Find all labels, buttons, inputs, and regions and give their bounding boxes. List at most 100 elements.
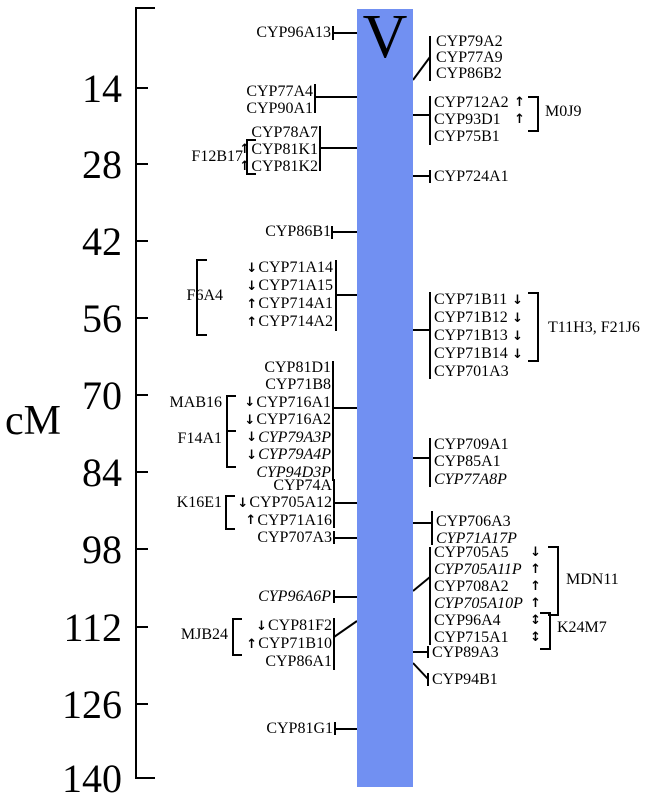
up-arrow-icon: ↑ <box>530 579 541 594</box>
gene-group-cyp96a6p: CYP96A6P <box>258 588 331 606</box>
gene-row: CYP86B1 <box>265 223 331 241</box>
gene-label: CYP81D1 <box>264 358 331 376</box>
gene-label: CYP714A2 <box>258 313 333 330</box>
ruler-tick-label: 56 <box>82 296 122 341</box>
clone-bracket-f6a4 <box>196 259 207 336</box>
gene-label: CYP81G1 <box>266 719 333 737</box>
gene-row: ↓ CYP71A15 <box>245 277 333 295</box>
gene-group-mdn11-k24m7: CYP705A5 ↓ CYP705A11P ↑ CYP708A2 ↑ CYP705A10P ↑… <box>434 544 542 646</box>
chromosome-name: V <box>362 3 408 71</box>
clone-bracket-k24m7 <box>540 612 551 650</box>
gene-row: CYP81D1 <box>243 359 331 377</box>
gene-label: CYP94D3P <box>256 463 331 481</box>
up-arrow-icon: ↑ <box>530 562 541 577</box>
gene-row: ↓ CYP79A3P <box>243 429 331 447</box>
gene-row: CYP78A7 <box>238 124 318 141</box>
clone-bracket-f14a1 <box>226 430 236 468</box>
gene-label: CYP708A2 <box>434 577 509 595</box>
gene-label: CYP77A8P <box>434 470 507 488</box>
gene-group-cyp707a3: CYP707A3 <box>257 529 332 547</box>
up-arrow-icon: ↑ <box>246 314 258 330</box>
clone-label-m0j9: M0J9 <box>545 103 582 120</box>
gene-row: CYP81G1 <box>266 720 333 738</box>
gene-label: CYP96A4 <box>434 611 501 629</box>
gene-row: ↓ CYP716A1 <box>243 394 331 412</box>
gene-label: CYP71B13 <box>434 327 508 344</box>
gene-row: CYP724A1 <box>434 168 509 186</box>
gene-label: CYP77A4 <box>246 82 313 100</box>
gene-label: CYP79A3P <box>258 428 331 446</box>
gene-label: CYP96A13 <box>256 23 331 41</box>
gene-row: CYP77A9 <box>436 49 503 66</box>
clone-label-k16e1: K16E1 <box>176 494 222 511</box>
gene-group-cyp706a3: CYP706A3 CYP71A17P <box>436 513 517 548</box>
gene-row: CYP86B2 <box>436 65 503 82</box>
ruler-lines <box>135 7 155 779</box>
up-arrow-icon: ↑ <box>239 142 251 157</box>
gene-row: ↑ CYP714A2 <box>245 313 333 331</box>
down-arrow-icon: ↓ <box>246 260 258 276</box>
gene-label: CYP79A2 <box>436 33 503 50</box>
gene-row: ↓ CYP79A4P <box>243 446 331 465</box>
right-connector-lines <box>413 36 433 686</box>
clone-bracket-k16e1 <box>225 495 235 530</box>
down-arrow-icon: ↓ <box>256 618 267 634</box>
up-down-arrow-icon: ↕ <box>530 630 541 645</box>
clone-bracket-mdn11 <box>548 546 559 616</box>
ruler-tick-label: 14 <box>82 66 122 111</box>
ruler-tick-label: 42 <box>82 219 122 264</box>
gene-group-mab16-f14a1: CYP81D1 CYP71B8 ↓ CYP716A1 ↓ CYP716A2 ↓ CYP79A3… <box>243 359 331 482</box>
gene-row: CYP93D1 ↑ <box>434 111 526 128</box>
gene-label: CYP79A4P <box>258 446 331 464</box>
gene-row: CYP96A4 ↕ <box>434 612 542 629</box>
left-connector-lines <box>314 26 357 735</box>
gene-group-m0j9: CYP712A2 ↑ CYP93D1 ↑ CYP75B1 <box>434 94 526 145</box>
gene-label: CYP705A5 <box>434 543 509 561</box>
down-arrow-icon: ↓ <box>512 346 523 362</box>
gene-row: CYP71B12 ↓ <box>434 309 524 327</box>
gene-label: CYP716A1 <box>256 393 331 411</box>
gene-label: CYP705A11P <box>434 560 522 578</box>
gene-label: CYP716A2 <box>256 411 331 429</box>
gene-row: CYP706A3 <box>436 513 517 531</box>
up-arrow-icon: ↑ <box>245 513 257 529</box>
gene-row: CYP96A13 <box>256 24 331 42</box>
gene-label: CYP71A15 <box>258 277 333 294</box>
gene-row: CYP94B1 <box>432 671 498 689</box>
clone-label-f6a4: F6A4 <box>186 287 223 304</box>
gene-row: CYP86A1 <box>245 653 332 671</box>
ruler-tick-label: 126 <box>62 682 122 727</box>
gene-label: CYP89A3 <box>432 643 499 661</box>
gene-row: ↓ CYP71A14 <box>245 259 333 277</box>
clone-label-k24m7: K24M7 <box>557 619 607 636</box>
gene-row: CYP71B11 ↓ <box>434 291 524 309</box>
gene-row: ↓ CYP705A12 <box>236 494 332 513</box>
gene-group-mjb24: ↓ CYP81F2 ↑ CYP71B10 CYP86A1 <box>245 617 332 671</box>
down-arrow-icon: ↓ <box>246 278 258 294</box>
clone-label-mjb24: MJB24 <box>180 626 228 643</box>
ruler-tick-label: 98 <box>82 527 122 572</box>
clone-bracket-mab16 <box>226 395 236 432</box>
clone-label-f14a1: F14A1 <box>177 430 222 447</box>
gene-label: CYP71B11 <box>434 291 508 308</box>
gene-label: CYP71B8 <box>265 376 331 394</box>
gene-label: CYP715A1 <box>434 628 509 646</box>
gene-group-cyp94b1: CYP94B1 <box>432 671 498 689</box>
gene-row: ↑ CYP714A1 <box>245 295 333 313</box>
gene-label: CYP724A1 <box>434 167 509 185</box>
down-arrow-icon: ↓ <box>237 495 249 511</box>
gene-row: CYP709A1 <box>434 436 509 454</box>
gene-row: CYP77A8P <box>434 471 509 489</box>
clone-bracket-f12b17 <box>246 139 256 175</box>
gene-row: CYP77A4 <box>246 83 313 101</box>
gene-label: CYP71B14 <box>434 345 508 362</box>
up-down-arrow-icon: ↕ <box>530 613 541 628</box>
gene-label: CYP81K2 <box>251 157 318 175</box>
ruler-tick-label: 140 <box>62 756 122 800</box>
gene-group-k16e1: CYP74A ↓ CYP705A12 ↑ CYP71A16 <box>236 477 332 530</box>
gene-row: CYP708A2 ↑ <box>434 578 542 595</box>
gene-row: CYP96A6P <box>258 588 331 606</box>
up-arrow-icon: ↑ <box>514 112 525 127</box>
